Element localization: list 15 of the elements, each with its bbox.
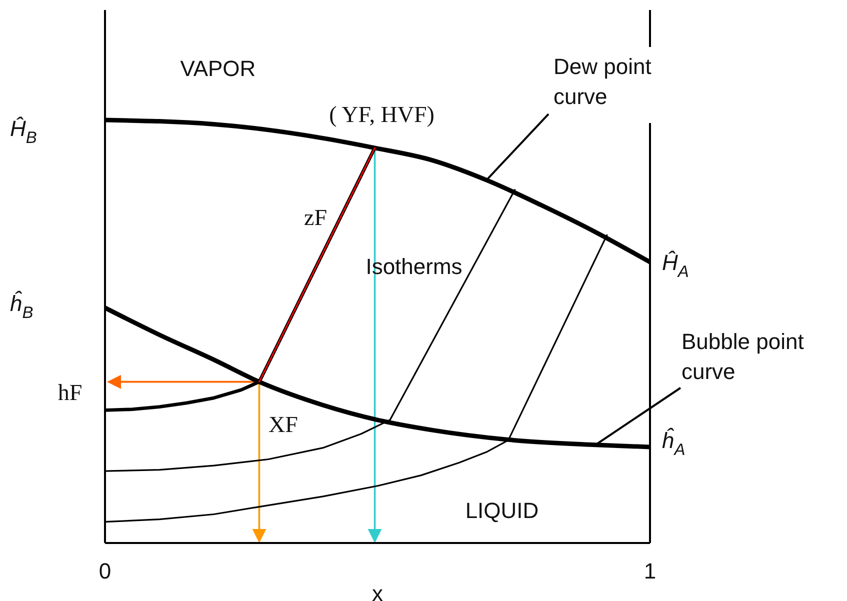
x-axis-title: x	[372, 581, 383, 601]
annotation: Bubble point curve	[682, 328, 804, 384]
annotation: Ĥ$_{A}$	[662, 250, 689, 282]
annotation: zF	[304, 205, 328, 230]
text: VAPOR	[180, 56, 256, 81]
annotation: ĥ$_{A}$	[662, 426, 686, 460]
text: hF	[58, 380, 82, 406]
text: ĥ$_{B}$	[10, 290, 34, 322]
annotation: LIQUID	[465, 498, 539, 523]
annotation: XF	[268, 412, 298, 438]
x-tick-label: 0	[98, 558, 112, 584]
text: Ĥ$_{B}$	[10, 116, 37, 148]
x-tick-label: 1	[644, 558, 656, 584]
annotation: Dew point curve	[554, 54, 652, 109]
annotation: ( YF, HVF)	[329, 102, 434, 128]
